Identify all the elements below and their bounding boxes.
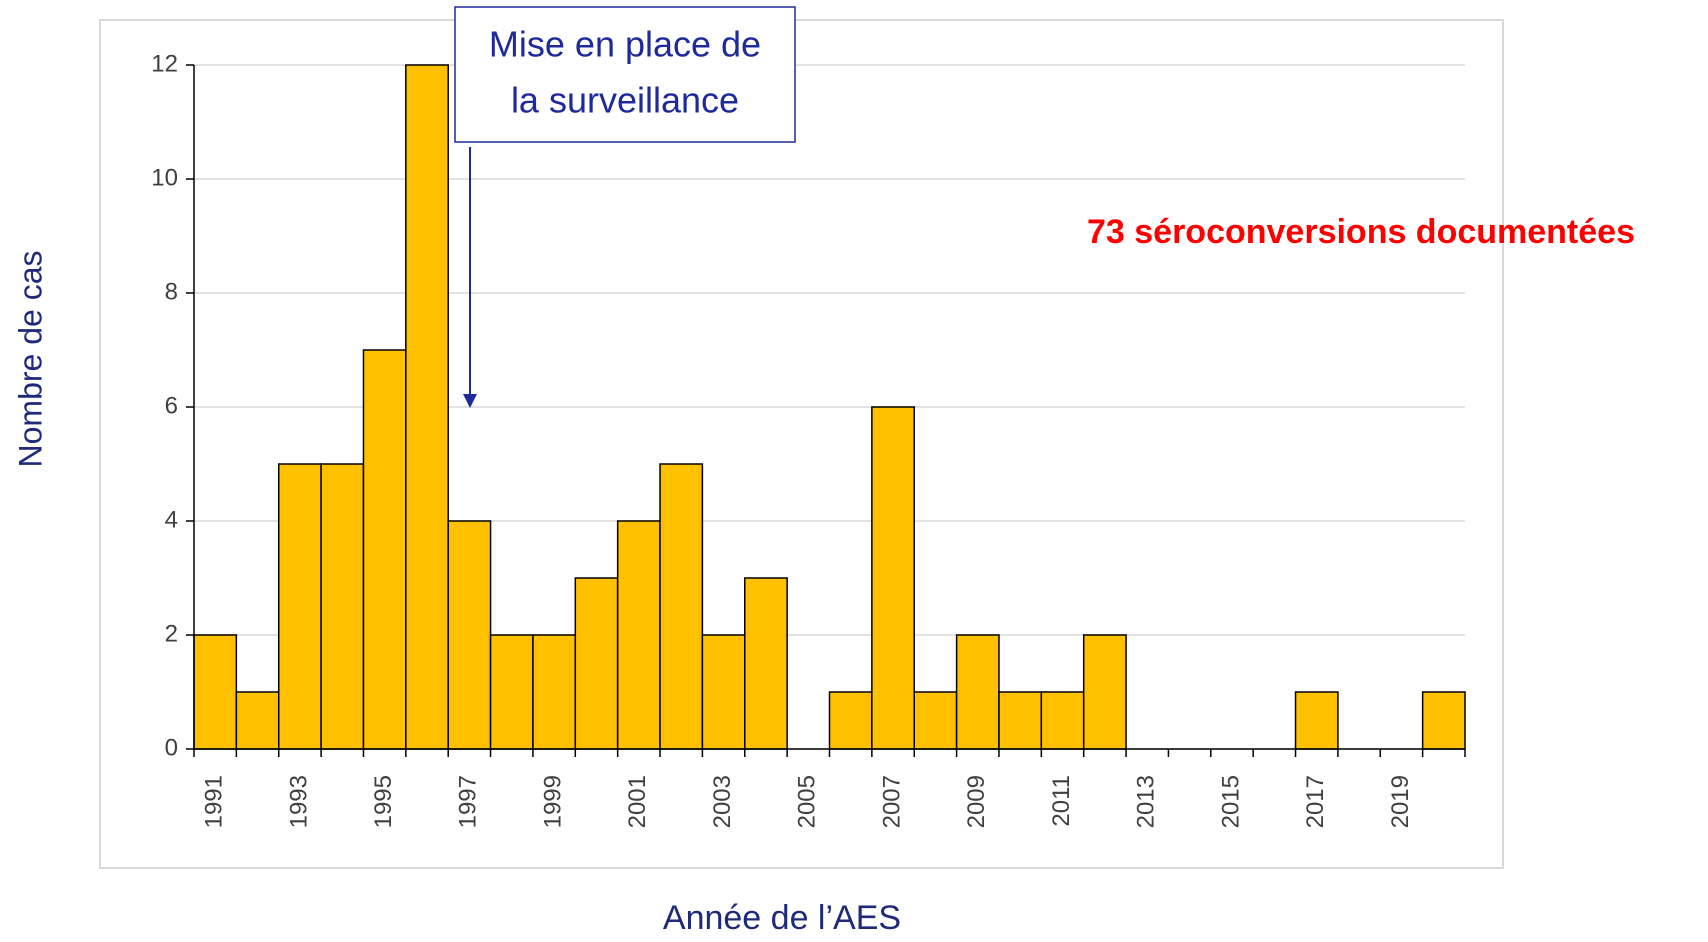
annotation-text: Mise en place de (489, 24, 761, 65)
x-tick-label: 2005 (794, 775, 821, 828)
annotation-arrowhead (463, 394, 477, 408)
bar (828, 691, 873, 750)
note: 73 séroconversions documentées (1087, 213, 1635, 251)
y-tick-label: 12 (151, 50, 178, 77)
x-tick-label: 1993 (285, 775, 312, 828)
x-tick-label: 1995 (370, 775, 397, 828)
x-tick-label: 2019 (1387, 775, 1414, 828)
annotation: Mise en place de la surveillance (454, 6, 796, 408)
annotation-box (454, 6, 796, 143)
bar (871, 406, 915, 750)
y-axis-title: Nombre de cas (12, 251, 48, 468)
x-tick-label: 2013 (1133, 775, 1160, 828)
y-tick-label: 8 (165, 278, 178, 305)
annotation-text: la surveillance (511, 80, 739, 121)
y-tick-label: 2 (165, 620, 178, 647)
y-tick-label: 4 (165, 506, 178, 533)
bar (532, 634, 577, 750)
x-tick-label: 2007 (878, 775, 905, 828)
bar (616, 520, 661, 750)
bar (574, 577, 619, 750)
x-tick-label: 2009 (963, 775, 990, 828)
x-tick-label: 2011 (1048, 775, 1075, 827)
x-tick-label: 1991 (201, 775, 228, 828)
bar (955, 634, 1000, 750)
y-tick-label: 6 (165, 392, 178, 419)
x-tick-label: 2001 (624, 775, 651, 828)
y-tick-label: 0 (165, 734, 178, 761)
x-tick-label: 1997 (455, 775, 482, 828)
bar (277, 463, 322, 750)
bar (913, 691, 958, 750)
x-tick-label: 2003 (709, 775, 736, 828)
bar (405, 64, 449, 750)
y-tick-label: 10 (151, 164, 178, 191)
x-tick-label: 2015 (1217, 775, 1244, 828)
bar (998, 691, 1043, 750)
x-tick-label: 1999 (539, 775, 566, 828)
bar (701, 634, 746, 750)
x-tick-label: 2017 (1302, 775, 1329, 828)
bar (744, 577, 788, 750)
chart-frame (99, 19, 1504, 869)
bar (1294, 691, 1339, 750)
bar (235, 691, 280, 750)
bar (489, 634, 534, 750)
bar (193, 634, 238, 750)
x-axis-title: Année de l’AES (663, 899, 901, 937)
bar (659, 463, 704, 750)
bar (320, 463, 365, 750)
bar (1082, 634, 1127, 750)
bar (362, 349, 407, 750)
bar (1421, 691, 1466, 750)
bar (1040, 691, 1085, 750)
bar (447, 520, 492, 750)
